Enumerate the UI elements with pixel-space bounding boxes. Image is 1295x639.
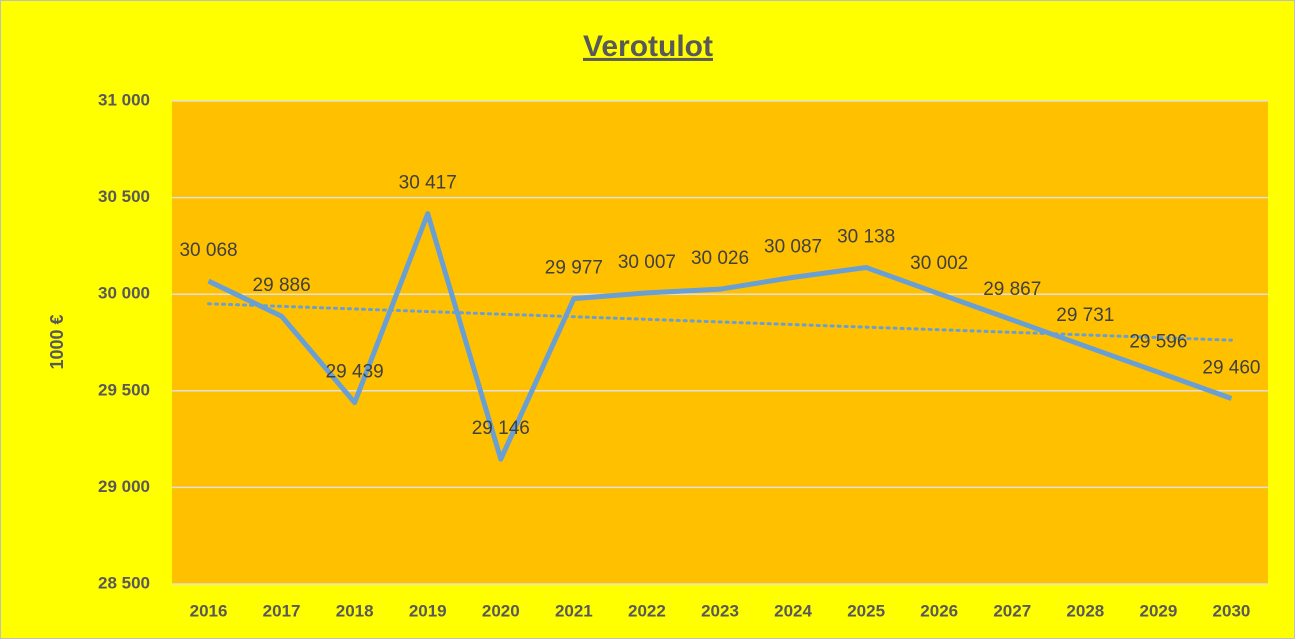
y-tick-label: 29 500 — [98, 380, 150, 399]
x-tick-label: 2016 — [190, 601, 228, 620]
plot-area — [172, 101, 1268, 584]
y-tick-label: 30 500 — [98, 187, 150, 206]
x-tick-label: 2028 — [1066, 601, 1104, 620]
y-tick-label: 30 000 — [98, 284, 150, 303]
data-label: 29 439 — [326, 362, 384, 383]
data-label: 29 886 — [253, 275, 311, 296]
x-tick-label: 2017 — [263, 601, 301, 620]
y-tick-label: 29 000 — [98, 477, 150, 496]
data-label: 30 417 — [399, 173, 457, 194]
x-tick-label: 2020 — [482, 601, 520, 620]
x-tick-label: 2022 — [628, 601, 666, 620]
y-tick-label: 28 500 — [98, 573, 150, 592]
data-label: 30 138 — [837, 227, 895, 248]
chart-title: Verotulot — [583, 30, 713, 63]
trendline — [207, 302, 1233, 342]
series-line — [207, 211, 1233, 462]
data-label: 29 596 — [1129, 331, 1187, 352]
data-label: 29 977 — [545, 258, 603, 279]
data-label: 30 087 — [764, 236, 822, 257]
x-tick-label: 2024 — [774, 601, 812, 620]
data-label: 29 867 — [983, 279, 1041, 300]
x-tick-label: 2025 — [847, 601, 885, 620]
x-tick-label: 2023 — [701, 601, 739, 620]
x-tick-label: 2018 — [336, 601, 374, 620]
x-tick-label: 2021 — [555, 601, 593, 620]
data-label: 30 002 — [910, 253, 968, 274]
x-tick-label: 2029 — [1139, 601, 1177, 620]
data-label: 29 460 — [1202, 358, 1260, 379]
x-tick-label: 2019 — [409, 601, 447, 620]
y-axis-label: 1000 € — [47, 314, 67, 369]
data-label: 30 068 — [179, 240, 237, 261]
data-label: 29 731 — [1056, 305, 1114, 326]
data-label: 30 007 — [618, 252, 676, 273]
x-tick-label: 2026 — [920, 601, 958, 620]
x-tick-label: 2027 — [993, 601, 1031, 620]
data-label: 30 026 — [691, 248, 749, 269]
y-tick-label: 31 000 — [98, 90, 150, 109]
x-tick-label: 2030 — [1213, 601, 1251, 620]
data-label: 29 146 — [472, 418, 530, 439]
